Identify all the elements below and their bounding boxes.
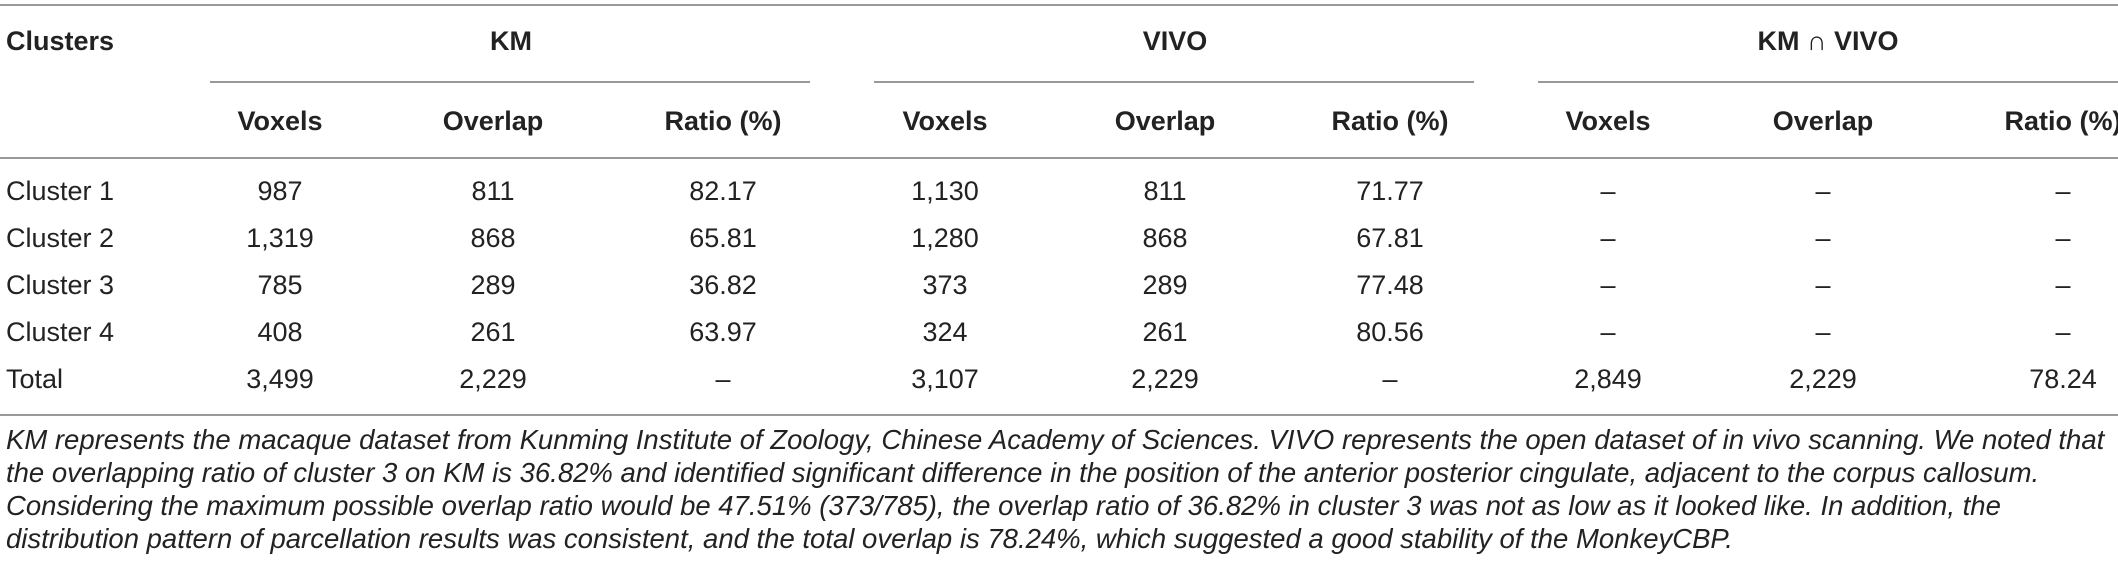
table-cell: – (715, 364, 731, 394)
table-cell: – (1600, 270, 1616, 300)
table-cell: – (2055, 317, 2071, 347)
table-cell: – (1382, 364, 1398, 394)
header-bottom-rule (0, 157, 2118, 159)
clusters-header: Clusters (6, 26, 115, 56)
table-cell: 1,319 (246, 223, 314, 253)
table-bottom-rule (0, 414, 2118, 416)
subheader-8: Ratio (%) (2004, 106, 2118, 136)
table-cell: 289 (470, 270, 516, 300)
row-label: Cluster 2 (6, 223, 115, 253)
subheader-2: Ratio (%) (664, 106, 782, 136)
table-cell: 373 (922, 270, 968, 300)
table-cell: – (1600, 317, 1616, 347)
subheader-4: Overlap (1114, 106, 1216, 136)
table-cell: 811 (1143, 176, 1187, 206)
km-group-rule (210, 81, 810, 83)
table-cell: 71.77 (1356, 176, 1424, 206)
table-cell: 811 (471, 176, 515, 206)
table-cell: 987 (257, 176, 303, 206)
row-label: Cluster 4 (6, 317, 115, 347)
table-cell: – (2055, 270, 2071, 300)
table-cell: 261 (470, 317, 516, 347)
table-cell: – (1815, 223, 1831, 253)
table-cell: 2,849 (1574, 364, 1642, 394)
table-cell: 1,130 (911, 176, 979, 206)
table-cell: 82.17 (689, 176, 757, 206)
table-top-rule (0, 4, 2118, 6)
table-cell: – (2055, 223, 2071, 253)
intersect-group-header: KM ∩ VIVO (1757, 26, 1899, 56)
table-cell: 2,229 (1789, 364, 1857, 394)
table-cell: 3,499 (246, 364, 314, 394)
subheader-6: Voxels (1565, 106, 1651, 136)
table-cell: 77.48 (1356, 270, 1424, 300)
table-cell: 2,229 (459, 364, 527, 394)
vivo-group-rule (874, 81, 1474, 83)
table-cell: 324 (922, 317, 968, 347)
table-cell: – (1600, 176, 1616, 206)
table-cell: 1,280 (911, 223, 979, 253)
table-cell: – (1815, 176, 1831, 206)
subheader-7: Overlap (1772, 106, 1874, 136)
table-cell: 63.97 (689, 317, 757, 347)
table-cell: 868 (470, 223, 516, 253)
table-cell: – (1600, 223, 1616, 253)
table-cell: 408 (257, 317, 303, 347)
row-label: Cluster 3 (6, 270, 115, 300)
table-cell: 2,229 (1131, 364, 1199, 394)
subheader-3: Voxels (902, 106, 988, 136)
km-group-header: KM (490, 26, 532, 56)
table-cell: 78.24 (2029, 364, 2097, 394)
table-cell: – (1815, 317, 1831, 347)
row-label: Cluster 1 (6, 176, 115, 206)
table-cell: 3,107 (911, 364, 979, 394)
table-cell: 65.81 (689, 223, 757, 253)
table-cell: 261 (1142, 317, 1188, 347)
table-footnote: KM represents the macaque dataset from K… (6, 424, 2105, 554)
intersect-group-rule (1538, 81, 2118, 83)
table-cell: 868 (1142, 223, 1188, 253)
table-cell: – (1815, 270, 1831, 300)
row-label: Total (6, 364, 64, 394)
vivo-group-header: VIVO (1142, 26, 1208, 56)
table-cell: 67.81 (1356, 223, 1424, 253)
subheader-1: Overlap (442, 106, 544, 136)
table-cell: 80.56 (1356, 317, 1424, 347)
table-cell: – (2055, 176, 2071, 206)
table-cell: 785 (257, 270, 303, 300)
subheader-5: Ratio (%) (1331, 106, 1449, 136)
table-cell: 36.82 (689, 270, 757, 300)
subheader-0: Voxels (237, 106, 323, 136)
table-cell: 289 (1142, 270, 1188, 300)
